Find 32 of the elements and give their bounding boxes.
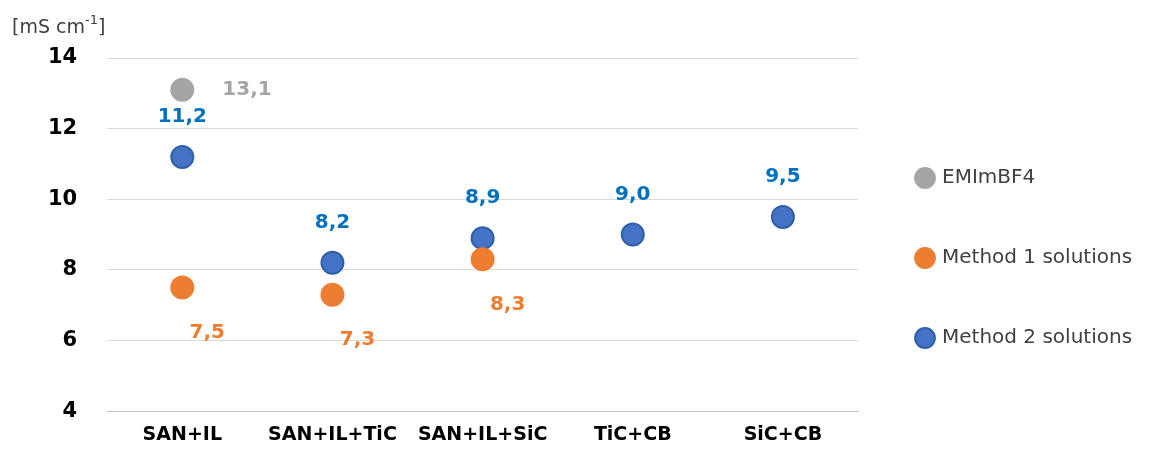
y-tick-label: 6 (62, 327, 78, 352)
x-tick-label: SAN+IL+SiC (417, 421, 548, 444)
data-label: 8,2 (314, 209, 351, 234)
point (170, 144, 195, 169)
point (470, 226, 495, 251)
point (170, 77, 195, 102)
point (320, 250, 345, 275)
point (620, 222, 645, 247)
legend-label: Method 1 solutions (942, 244, 1133, 269)
legend-label: EMImBF4 (942, 164, 1036, 189)
point (320, 282, 345, 307)
y-tick-label: 8 (62, 256, 78, 281)
x-tick-label: SiC+CB (743, 421, 823, 444)
y-tick-label: 14 (47, 44, 78, 69)
data-label: 7,3 (339, 325, 376, 350)
data-label: 11,2 (157, 103, 207, 128)
y-tick-label: 12 (47, 115, 78, 140)
point (770, 204, 795, 229)
data-label: 9,5 (765, 163, 801, 188)
data-label: 8,9 (464, 184, 501, 209)
point (170, 275, 195, 300)
data-label: 9,0 (615, 180, 651, 205)
y-tick-label: 10 (47, 185, 78, 210)
data-label: 13,1 (222, 75, 272, 100)
point (470, 247, 495, 272)
data-label: 8,3 (489, 290, 526, 315)
y-tick-label: 4 (62, 397, 78, 422)
data-label: 7,5 (189, 318, 226, 343)
x-tick-label: SAN+IL (142, 421, 222, 444)
legend-label: Method 2 solutions (942, 324, 1133, 349)
x-tick-label: TiC+CB (593, 421, 672, 444)
x-tick-label: SAN+IL+TiC (268, 421, 397, 444)
